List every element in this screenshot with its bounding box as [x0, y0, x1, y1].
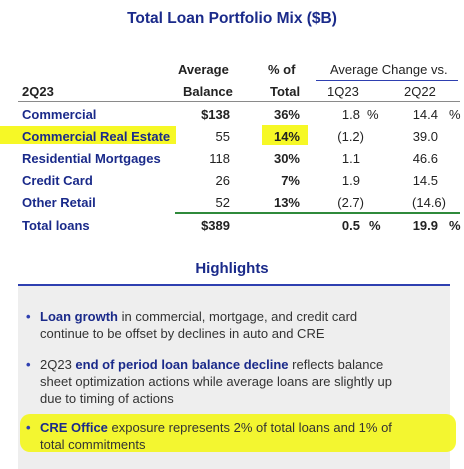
row-label-commercial: Commercial	[22, 107, 97, 122]
row-q-total: 0.5	[341, 218, 360, 233]
row-pct-residential: 30%	[273, 151, 300, 166]
bullet-3-rest: exposure represents 2% of total loans an…	[107, 420, 392, 435]
row-q-credit-card: 1.9	[341, 173, 360, 188]
row-pct-cre: 14%	[273, 129, 300, 144]
bullet-dot-icon: •	[26, 309, 31, 324]
row-pct-commercial: 36%	[273, 107, 300, 122]
row-y-other-retail: (14.6)	[412, 195, 446, 210]
bullet-2-line3: due to timing of actions	[40, 391, 174, 406]
bullet-3-line2: total commitments	[40, 437, 146, 452]
row-balance-other-retail: 52	[215, 195, 230, 210]
bullet-2-line2: sheet optimization actions while average…	[40, 374, 392, 389]
row-y-pct-total: %	[449, 218, 461, 233]
row-label-other-retail: Other Retail	[22, 195, 96, 210]
bullet-1: • Loan growth in commercial, mortgage, a…	[26, 308, 440, 342]
row-q-pct-total: %	[369, 218, 381, 233]
header-pct-of: % of	[268, 62, 296, 77]
bullet-2-pre: 2Q23	[40, 357, 76, 372]
bullet-1-rest: in commercial, mortgage, and credit card	[118, 309, 358, 324]
avg-change-rule	[316, 80, 458, 81]
row-q-commercial: 1.8	[341, 107, 360, 122]
row-q-other-retail: (2.7)	[337, 195, 364, 210]
row-balance-commercial: $138	[201, 107, 230, 122]
row-label-residential: Residential Mortgages	[22, 151, 161, 166]
row-y-credit-card: 14.5	[412, 173, 438, 188]
row-pct-other-retail: 13%	[273, 195, 300, 210]
chart-title: Total Loan Portfolio Mix ($B)	[127, 10, 337, 27]
bullet-2-rest: reflects balance	[288, 357, 384, 372]
row-label-credit-card: Credit Card	[22, 173, 93, 188]
row-y-cre: 39.0	[412, 129, 438, 144]
row-q-residential: 1.1	[341, 151, 360, 166]
bullet-3-bold: CRE Office	[40, 420, 108, 435]
row-y-commercial: 14.4	[412, 107, 438, 122]
header-avg-change: Average Change vs.	[330, 62, 448, 77]
header-total: Total	[270, 84, 301, 99]
row-balance-total: $389	[201, 218, 230, 233]
bullet-1-bold: Loan growth	[40, 309, 118, 324]
row-pct-credit-card: 7%	[281, 173, 300, 188]
bullet-dot-icon: •	[26, 420, 31, 435]
header-period: 2Q23	[22, 84, 54, 99]
row-balance-residential: 118	[209, 151, 230, 166]
header-2q22: 2Q22	[404, 84, 436, 99]
row-y-pct-commercial: %	[449, 107, 461, 122]
bullet-1-line2: continue to be offset by declines in aut…	[40, 326, 325, 341]
row-label-total: Total loans	[22, 218, 90, 233]
row-q-cre: (1.2)	[337, 129, 364, 144]
highlight-cre-label	[0, 126, 176, 144]
header-rule	[18, 101, 460, 102]
header-average: Average	[178, 62, 229, 77]
bullet-1-line1: Loan growth in commercial, mortgage, and…	[40, 308, 440, 325]
row-balance-cre: 55	[215, 129, 230, 144]
header-balance: Balance	[183, 84, 233, 99]
total-rule	[175, 212, 460, 214]
header-1q23: 1Q23	[327, 84, 359, 99]
bullet-dot-icon: •	[26, 357, 31, 372]
row-label-cre: Commercial Real Estate	[22, 129, 171, 144]
bullet-2-bold: end of period loan balance decline	[75, 357, 289, 372]
row-q-pct-commercial: %	[367, 107, 379, 122]
highlight-cre-office	[20, 414, 456, 452]
row-y-residential: 46.6	[412, 151, 438, 166]
row-balance-credit-card: 26	[215, 173, 230, 188]
row-y-total: 19.9	[412, 218, 438, 233]
bullet-2-line1: 2Q23 end of period loan balance decline …	[40, 356, 440, 373]
bullet-2: • 2Q23 end of period loan balance declin…	[26, 356, 440, 407]
highlight-cre-pct	[262, 125, 308, 145]
highlights-title: Highlights	[195, 260, 269, 277]
bullet-3-line1: CRE Office exposure represents 2% of tot…	[40, 419, 440, 436]
bullet-3: • CRE Office exposure represents 2% of t…	[26, 419, 440, 453]
